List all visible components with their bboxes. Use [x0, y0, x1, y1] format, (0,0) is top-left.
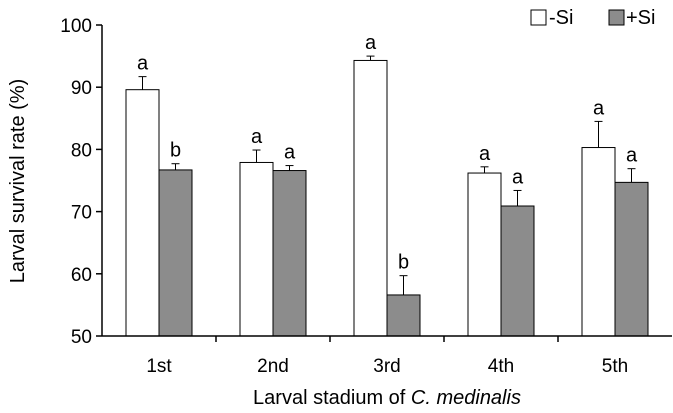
y-axis-ticks: 50 60 70 80 90 100 — [60, 16, 102, 348]
x-tick-label: 2nd — [257, 356, 289, 377]
x-tick-label: 3rd — [373, 356, 400, 377]
x-axis-ticks: 1st 2nd 3rd 4th 5th — [146, 336, 628, 377]
significance-letter: a — [251, 126, 263, 148]
legend-label-plus-si: +Si — [626, 7, 655, 29]
bar-plus-si — [500, 205, 535, 337]
legend-label-minus-si: -Si — [549, 7, 573, 29]
significance-letter: a — [284, 142, 296, 164]
y-tick-label: 60 — [71, 265, 92, 286]
bar-plus-si — [158, 169, 193, 337]
bar-plus-si — [272, 170, 307, 337]
y-tick-label: 80 — [71, 140, 92, 161]
significance-letter: b — [398, 252, 409, 274]
significance-letter: a — [593, 97, 605, 119]
x-axis-label: Larval stadium of C. medinalis — [253, 387, 521, 409]
x-axis-label-prefix: Larval stadium of — [253, 387, 411, 409]
bar-plus-si — [386, 294, 421, 337]
bar-minus-si — [581, 147, 616, 337]
significance-letter: a — [626, 145, 638, 167]
bar-minus-si — [125, 89, 160, 337]
y-axis-label: Larval survival rate (%) — [7, 79, 29, 284]
legend-swatch-minus-si — [530, 9, 547, 26]
x-tick-label: 5th — [602, 356, 628, 377]
bar-minus-si — [239, 161, 274, 337]
significance-letter: a — [512, 166, 524, 188]
bar-minus-si — [353, 59, 388, 337]
y-tick-label: 70 — [71, 203, 92, 224]
y-tick-label: 50 — [71, 327, 92, 348]
error-bars — [138, 55, 636, 295]
y-tick-label: 100 — [60, 16, 92, 37]
bars — [125, 59, 649, 337]
y-tick-label: 90 — [71, 78, 92, 99]
legend: -Si +Si — [530, 7, 655, 29]
legend-swatch-plus-si — [608, 9, 625, 26]
significance-letter: a — [479, 143, 491, 165]
axes — [101, 25, 672, 337]
x-axis-label-species: C. medinalis — [411, 387, 521, 409]
x-tick-label: 1st — [146, 356, 172, 377]
x-tick-label: 4th — [488, 356, 514, 377]
significance-letter: a — [137, 53, 149, 75]
significance-letter: a — [365, 32, 377, 54]
significance-letter: b — [170, 140, 181, 162]
bar-plus-si — [614, 181, 649, 337]
bar-minus-si — [467, 172, 502, 337]
